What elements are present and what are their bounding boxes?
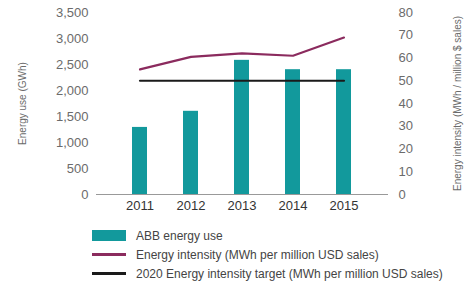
svg-text:500: 500	[67, 161, 89, 176]
svg-text:3,000: 3,000	[56, 31, 89, 46]
svg-text:70: 70	[399, 27, 413, 42]
svg-text:2,000: 2,000	[56, 83, 89, 98]
svg-text:30: 30	[399, 118, 413, 133]
svg-text:20: 20	[399, 141, 413, 156]
svg-text:Energy intensity (MWh / millio: Energy intensity (MWh / million $ sales)	[452, 16, 463, 191]
svg-text:2,500: 2,500	[56, 57, 89, 72]
svg-text:2012: 2012	[177, 198, 206, 213]
svg-text:Energy use (GWh): Energy use (GWh)	[17, 62, 28, 145]
svg-text:10: 10	[399, 164, 413, 179]
svg-text:2011: 2011	[126, 198, 154, 213]
html-text:Energy intensity (MWh per mill: Energy intensity (MWh per million USD sa…	[136, 247, 379, 262]
svg-text:2013: 2013	[228, 198, 257, 213]
svg-text:1,000: 1,000	[56, 135, 89, 150]
svg-text:50: 50	[399, 73, 413, 88]
svg-text:40: 40	[399, 96, 413, 111]
svg-text:1,500: 1,500	[56, 109, 89, 124]
html-text:ABB energy use: ABB energy use	[136, 228, 223, 243]
svg-text:0: 0	[399, 187, 406, 202]
svg-text:3,500: 3,500	[56, 5, 89, 20]
svg-text:0: 0	[81, 187, 88, 202]
svg-text:80: 80	[399, 5, 413, 20]
svg-text:2014: 2014	[279, 198, 308, 213]
html-text:2020 Energy intensity target (: 2020 Energy intensity target (MWh per mi…	[136, 266, 443, 281]
svg-text:60: 60	[399, 50, 413, 65]
svg-text:2015: 2015	[330, 198, 359, 213]
